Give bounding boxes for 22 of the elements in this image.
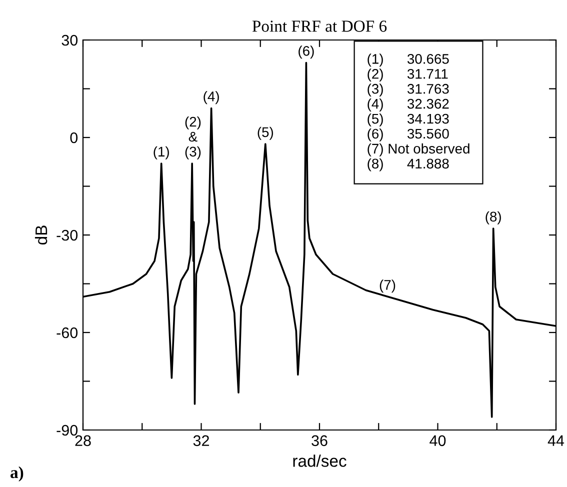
x-tick-label: 28 xyxy=(75,435,91,446)
annotation: (1) xyxy=(154,146,169,160)
annotation: (6) xyxy=(298,46,314,59)
x-tick-label: 44 xyxy=(548,435,564,446)
annotation: (4) xyxy=(204,91,219,104)
x-axis-title: rad/sec xyxy=(293,454,346,467)
x-tick-label: 36 xyxy=(312,435,328,446)
y-tick-label: 0 xyxy=(70,132,78,144)
y-tick-label: -60 xyxy=(56,327,78,338)
text: a) xyxy=(10,466,24,482)
chart-title: Point FRF at DOF 6 xyxy=(252,20,387,32)
annotation: (5) xyxy=(258,126,274,140)
annotation: (1) 30.665 (2) 31.711 (3) 31.763 (4) 32.362 (5) 34.193 (6) 35.560 (7) Not observed (8) 41.888 xyxy=(368,54,470,172)
y-tick-label: -90 xyxy=(56,424,78,436)
y-tick-label: -30 xyxy=(56,230,78,241)
annotation: (2) & (3) xyxy=(185,116,201,160)
x-tick-label: 40 xyxy=(430,435,446,446)
y-axis-title: dB xyxy=(34,226,48,244)
x-tick-label: 32 xyxy=(193,435,209,446)
annotation: (7) xyxy=(380,280,396,293)
y-tick-label: 30 xyxy=(62,34,78,46)
annotation: (8) xyxy=(486,211,501,224)
